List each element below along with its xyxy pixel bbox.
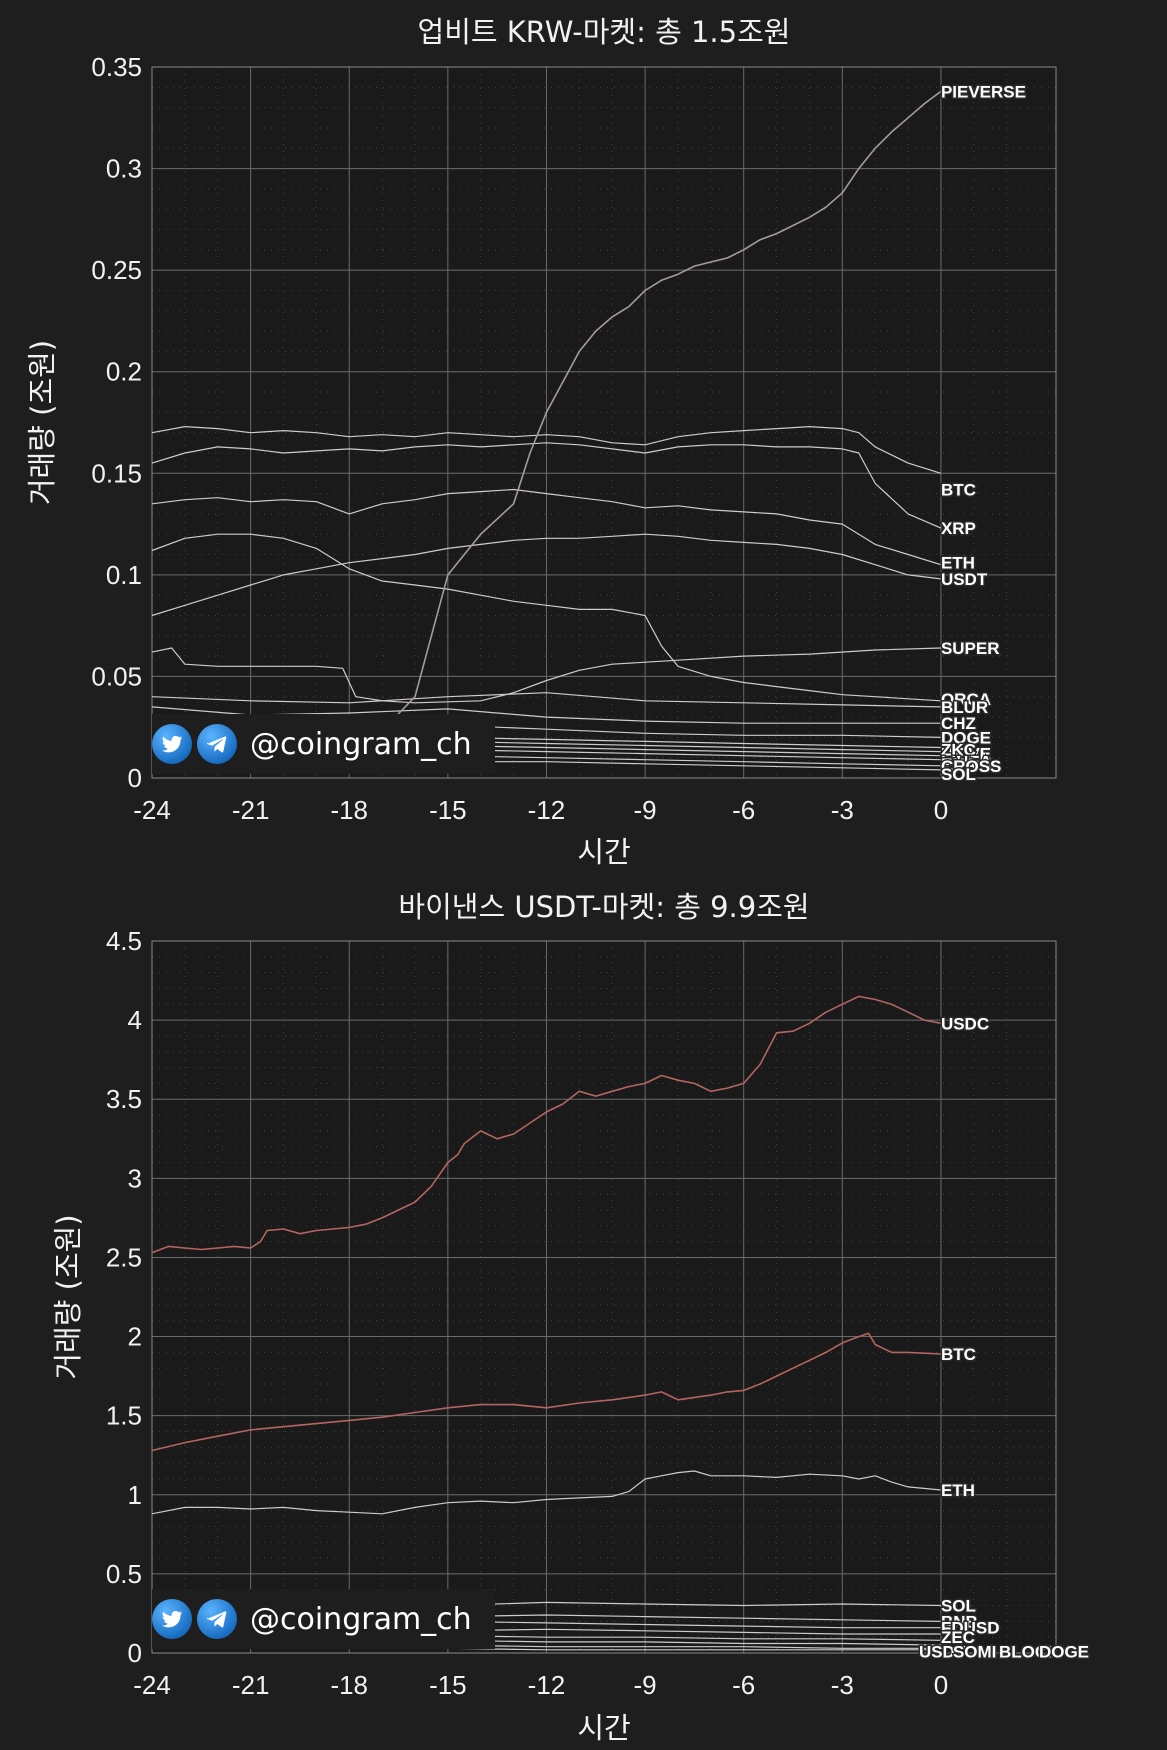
plot-area xyxy=(152,941,1056,1653)
x-tick-label: -9 xyxy=(634,1670,657,1700)
watermark-handle: @coingram_ch xyxy=(250,726,472,762)
series-line-btc xyxy=(151,1332,941,1452)
telegram-icon xyxy=(197,1599,237,1639)
end-label-usdt: USDT xyxy=(941,570,988,589)
y-tick-label: 0.5 xyxy=(106,1559,142,1589)
end-label-chz: CHZ xyxy=(941,714,976,733)
end-label-doge: DOGE xyxy=(1039,1642,1089,1661)
twitter-icon xyxy=(152,1599,192,1639)
end-label-fdusd: FDUSD xyxy=(941,1619,1000,1638)
x-tick-label: 0 xyxy=(934,795,948,825)
end-label-block: BLOCK xyxy=(999,1642,1060,1661)
x-axis-label: 시간 xyxy=(577,1711,630,1745)
chart-0: -24 -21 -18 -15 -12 -9 -6 -3 0 0 0.05 0.1 0.15 0.2 0.2… xyxy=(25,15,1057,869)
y-tick-label: 0.15 xyxy=(91,458,142,488)
x-tick-label: -24 xyxy=(133,795,171,825)
watermark-handle: @coingram_ch xyxy=(250,1601,472,1637)
series-line-btc xyxy=(151,426,942,474)
y-axis-label: 거래량 (조원) xyxy=(25,340,59,505)
x-tick-label: -12 xyxy=(528,795,566,825)
series-line-usdt xyxy=(151,533,941,617)
end-label-super: SUPER xyxy=(941,639,1000,658)
series-line-xrp xyxy=(151,442,942,529)
x-tick-label: -3 xyxy=(831,795,854,825)
chart-title: 바이낸스 USDT-마켓: 총 9.9조원 xyxy=(398,890,809,924)
end-label-blur: BLUR xyxy=(941,698,988,717)
end-label-usdt: USDT xyxy=(919,1642,966,1661)
y-tick-label: 0.2 xyxy=(106,357,142,387)
x-tick-label: -9 xyxy=(634,795,657,825)
y-tick-label: 0.3 xyxy=(106,154,142,184)
x-tick-label: 0 xyxy=(934,1670,948,1700)
end-label-somi: SOMI xyxy=(953,1642,996,1661)
series-line-eth xyxy=(151,1470,941,1515)
y-tick-label: 0.35 xyxy=(91,52,142,82)
x-tick-label: -24 xyxy=(133,1670,171,1700)
chart-title: 업비트 KRW-마켓: 총 1.5조원 xyxy=(418,15,791,49)
telegram-icon xyxy=(197,724,237,764)
y-tick-label: 3.5 xyxy=(106,1084,142,1114)
end-label-btc: BTC xyxy=(941,481,976,500)
y-tick-label: 0.05 xyxy=(91,661,142,691)
x-tick-label: -21 xyxy=(232,795,270,825)
y-axis-label: 거래량 (조원) xyxy=(51,1214,85,1379)
end-label-pieverse: PIEVERSE xyxy=(941,82,1026,101)
y-tick-label: 1.5 xyxy=(106,1401,142,1431)
end-label-sol: SOL xyxy=(941,765,976,784)
end-label-cross: CROSS xyxy=(941,757,1001,776)
x-tick-label: -21 xyxy=(232,1670,270,1700)
end-label-ena: ENA xyxy=(941,755,977,774)
y-tick-label: 4.5 xyxy=(106,926,142,956)
x-tick-label: -3 xyxy=(831,1670,854,1700)
end-label-sol: SOL xyxy=(941,1597,976,1616)
plot-frame xyxy=(151,940,1057,1654)
series-line-super xyxy=(151,647,941,704)
x-tick-label: -6 xyxy=(732,1670,755,1700)
y-tick-label: 2.5 xyxy=(106,1242,142,1272)
end-label-bnb: BNB xyxy=(941,1612,978,1631)
end-label-orca: ORCA xyxy=(941,690,991,709)
end-label-doge: DOGE xyxy=(941,728,991,747)
watermark-top: @coingram_ch xyxy=(152,714,495,774)
x-tick-label: -18 xyxy=(330,795,368,825)
end-label-move: MOVE xyxy=(941,745,991,764)
watermark-bottom: @coingram_ch xyxy=(152,1589,495,1649)
end-label-zkc: ZKC xyxy=(941,741,976,760)
x-axis-label: 시간 xyxy=(577,835,630,869)
end-label-zec: ZEC xyxy=(941,1628,975,1647)
y-tick-label: 0.1 xyxy=(106,560,142,590)
x-tick-label: -15 xyxy=(429,795,467,825)
y-tick-label: 0.25 xyxy=(91,255,142,285)
x-tick-label: -6 xyxy=(732,795,755,825)
y-tick-label: 2 xyxy=(128,1322,142,1352)
series-line-pieverse xyxy=(394,90,942,718)
plot-area xyxy=(152,67,1056,778)
series-line-blur xyxy=(151,692,941,708)
twitter-icon xyxy=(152,724,192,764)
plot-frame xyxy=(151,66,1057,779)
end-label-xrp: XRP xyxy=(941,519,976,538)
y-tick-label: 1 xyxy=(128,1480,142,1510)
x-tick-label: -15 xyxy=(429,1670,467,1700)
chart-1: -24 -21 -18 -15 -12 -9 -6 -3 0 0 0.5 1 1.5 2 2.5 3 3.5 4 4… xyxy=(51,890,1091,1745)
end-label-linea: LINEA xyxy=(941,753,992,772)
y-tick-label: 0 xyxy=(128,763,142,793)
series-line-usdc xyxy=(151,995,942,1254)
x-tick-label: -12 xyxy=(528,1670,566,1700)
y-tick-label: 3 xyxy=(128,1163,142,1193)
end-label-usdc: USDC xyxy=(941,1014,989,1033)
end-label-btc: BTC xyxy=(941,1345,976,1364)
series-line-orca xyxy=(151,533,941,702)
y-tick-label: 4 xyxy=(128,1005,142,1035)
series-line-eth xyxy=(151,488,942,566)
x-tick-label: -18 xyxy=(330,1670,368,1700)
end-label-eth: ETH xyxy=(941,554,975,573)
end-label-eth: ETH xyxy=(941,1481,975,1500)
y-tick-label: 0 xyxy=(128,1638,142,1668)
